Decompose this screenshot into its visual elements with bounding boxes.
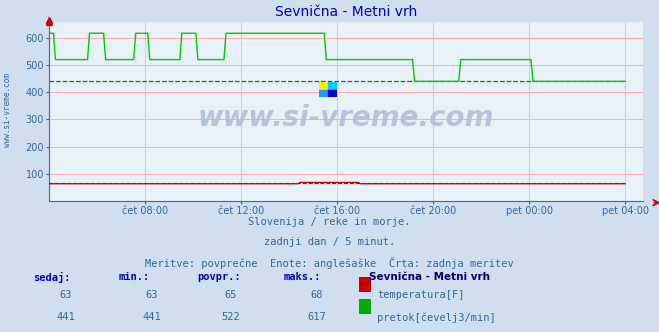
Text: maks.:: maks.:	[283, 272, 321, 282]
Text: www.si-vreme.com: www.si-vreme.com	[3, 73, 13, 146]
Bar	[328, 90, 337, 97]
Text: 63: 63	[146, 290, 158, 300]
Text: povpr.:: povpr.:	[198, 272, 241, 282]
Text: 65: 65	[225, 290, 237, 300]
Text: 522: 522	[221, 312, 240, 322]
Bar	[320, 82, 328, 90]
Text: Meritve: povprečne  Enote: anglešaške  Črta: zadnja meritev: Meritve: povprečne Enote: anglešaške Črt…	[145, 257, 514, 269]
Text: Sevnična - Metni vrh: Sevnična - Metni vrh	[369, 272, 490, 282]
Text: 63: 63	[60, 290, 72, 300]
Text: 68: 68	[310, 290, 322, 300]
Bar	[320, 90, 328, 97]
Text: 441: 441	[57, 312, 75, 322]
Title: Sevnična - Metni vrh: Sevnična - Metni vrh	[275, 5, 417, 19]
Text: Slovenija / reke in morje.: Slovenija / reke in morje.	[248, 217, 411, 227]
Text: pretok[čevelj3/min]: pretok[čevelj3/min]	[377, 312, 496, 323]
Text: www.si-vreme.com: www.si-vreme.com	[198, 104, 494, 132]
Text: zadnji dan / 5 minut.: zadnji dan / 5 minut.	[264, 237, 395, 247]
Text: 441: 441	[142, 312, 161, 322]
Bar	[328, 82, 337, 90]
Text: 617: 617	[307, 312, 326, 322]
Text: min.:: min.:	[119, 272, 150, 282]
Text: sedaj:: sedaj:	[33, 272, 71, 283]
Text: temperatura[F]: temperatura[F]	[377, 290, 465, 300]
